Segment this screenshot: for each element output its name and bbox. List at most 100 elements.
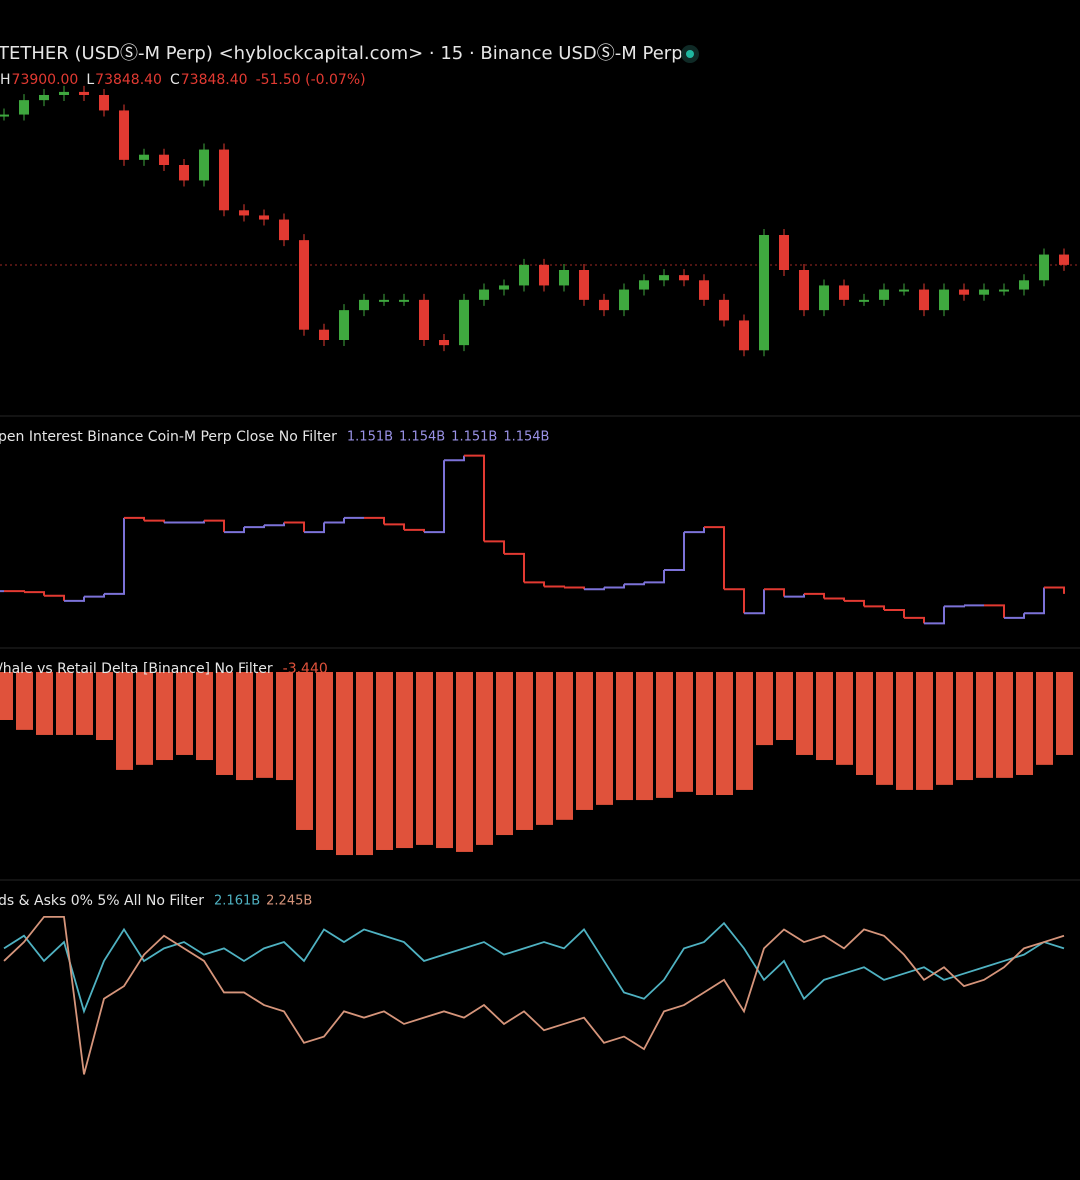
- symbol-title: TETHER (USDⓈ-M Perp) <hyblockcapital.com…: [0, 43, 683, 64]
- oi-step: [904, 616, 925, 624]
- oi-step: [224, 527, 245, 534]
- delta-bar: [956, 672, 973, 781]
- delta-bar: [96, 672, 113, 741]
- delta-bar: [336, 672, 353, 856]
- oi-step: [384, 523, 405, 530]
- candle: [639, 280, 649, 290]
- oi-step: [664, 532, 685, 571]
- oi-step: [604, 584, 625, 589]
- delta-bar: [456, 672, 473, 852]
- candle: [479, 289, 489, 300]
- labels: TETHER (USDⓈ-M Perp) <hyblockcapital.com…: [0, 43, 699, 909]
- delta-bar: [56, 672, 73, 735]
- oi-step: [744, 589, 765, 615]
- legend-value: 1.151B: [347, 430, 393, 445]
- candle: [319, 329, 329, 340]
- candle: [59, 91, 69, 95]
- candle: [279, 219, 289, 241]
- delta-bar: [776, 672, 793, 741]
- candle: [819, 285, 829, 311]
- candle: [919, 289, 929, 311]
- delta-bar: [636, 672, 653, 801]
- ohlc-key: L: [86, 72, 94, 88]
- delta-bar: [136, 672, 153, 765]
- oi-step: [524, 581, 545, 587]
- delta-bar: [596, 672, 613, 805]
- legend-value: -3.440: [283, 661, 328, 677]
- orderbook-line: [3, 915, 1065, 1075]
- delta-bar: [256, 672, 273, 778]
- candle: [859, 299, 869, 302]
- status-dot: [686, 50, 694, 58]
- delta-bar: [1016, 672, 1033, 775]
- candle: [99, 95, 109, 111]
- oi-step: [464, 454, 485, 542]
- delta-bar: [936, 672, 953, 785]
- oi-step: [724, 588, 745, 614]
- candle: [439, 340, 449, 346]
- delta-bar: [396, 672, 413, 849]
- oi-step: [644, 569, 665, 584]
- candle: [979, 289, 989, 295]
- candle: [259, 215, 269, 220]
- candle: [39, 95, 49, 101]
- oi-step: [64, 596, 85, 602]
- oi-step: [944, 605, 965, 608]
- candle: [579, 270, 589, 300]
- delta-bar: [516, 672, 533, 830]
- oi-step: [44, 594, 65, 601]
- delta-bar: [476, 672, 493, 845]
- candle: [719, 299, 729, 321]
- candle: [619, 289, 629, 311]
- candle: [1059, 254, 1069, 265]
- oi-step: [4, 590, 25, 593]
- delta-bar: [816, 672, 833, 761]
- delta-bar: [0, 672, 13, 720]
- candle: [699, 280, 709, 300]
- legend-value: 2.245B: [266, 894, 312, 909]
- oi-step: [104, 517, 125, 595]
- oi-step: [1044, 586, 1065, 594]
- oi-step: [844, 599, 865, 607]
- candle: [959, 289, 969, 295]
- candle: [159, 154, 169, 165]
- legend-value: 1.154B: [503, 430, 549, 445]
- delta-bar: [736, 672, 753, 790]
- delta-bar: [716, 672, 733, 795]
- candle: [19, 100, 29, 115]
- delta-bar: [116, 672, 133, 770]
- price-change: -51.50 (-0.07%): [256, 72, 366, 88]
- delta-bar: [356, 672, 373, 856]
- candle: [499, 285, 509, 290]
- oi-step: [704, 526, 725, 590]
- oi-step: [284, 521, 305, 533]
- delta-bar: [616, 672, 633, 801]
- delta-bar: [236, 672, 253, 781]
- oi-step: [924, 606, 945, 625]
- candle: [0, 114, 9, 117]
- delta-bar: [676, 672, 693, 792]
- candle: [239, 210, 249, 216]
- candle: [339, 310, 349, 340]
- legend-value: 2.161B: [214, 894, 260, 909]
- delta-bar: [896, 672, 913, 790]
- candle: [1019, 280, 1029, 290]
- candle: [359, 299, 369, 311]
- candle: [219, 149, 229, 211]
- delta-bar: [876, 672, 893, 785]
- oi-step: [444, 455, 465, 462]
- delta-bar: [916, 672, 933, 790]
- ohlc-key: H: [0, 72, 11, 88]
- candle: [1039, 254, 1049, 281]
- ohlc-value: 73848.40: [95, 72, 162, 88]
- oi-step: [764, 588, 785, 597]
- delta-bar: [496, 672, 513, 836]
- delta-bar: [656, 672, 673, 798]
- delta-bar: [176, 672, 193, 755]
- oi-step: [684, 527, 705, 534]
- delta-bar: [836, 672, 853, 765]
- candle: [179, 165, 189, 181]
- oi-step: [324, 517, 345, 524]
- oi-step: [204, 519, 225, 533]
